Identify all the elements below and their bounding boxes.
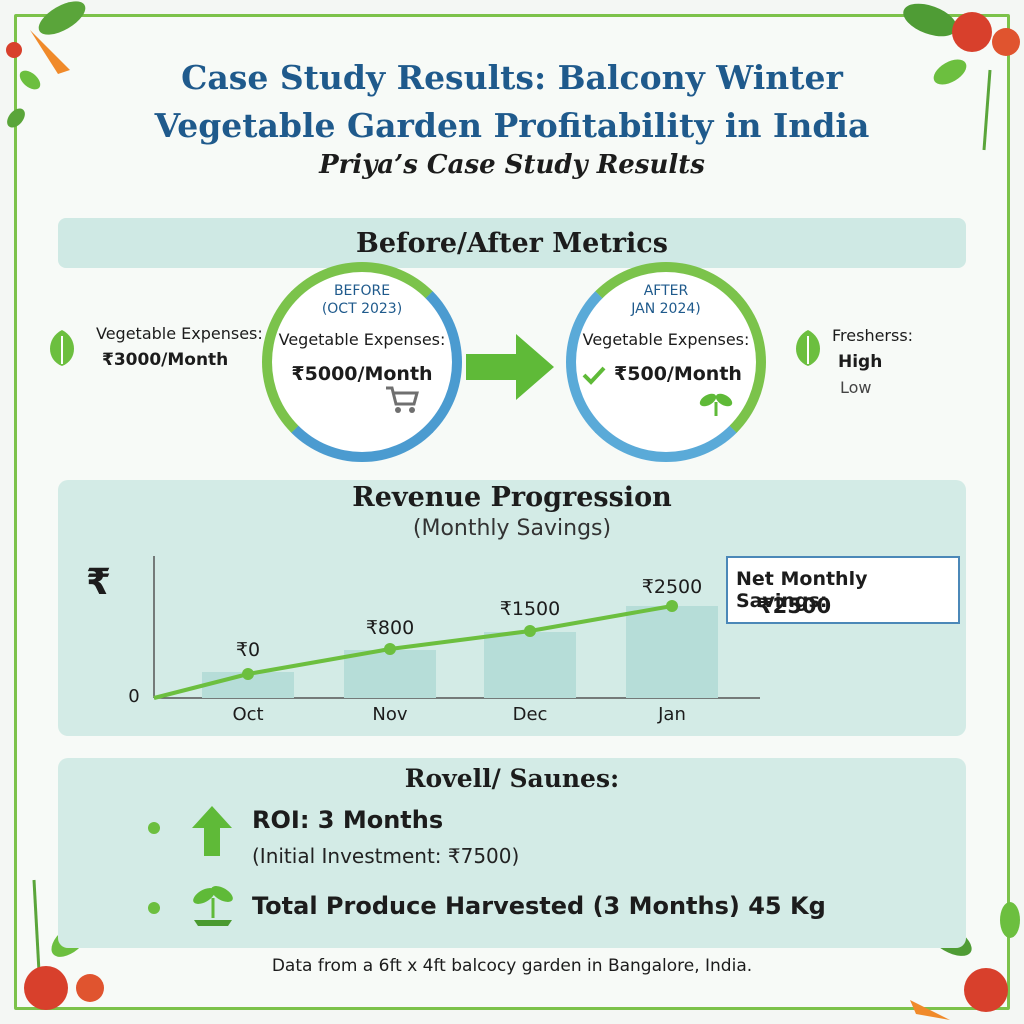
after-tag-text: AFTER: [643, 283, 689, 299]
freshness-label: Fresherss:: [832, 326, 914, 345]
chart-data-label: ₹1500: [500, 598, 560, 620]
chart-point: [242, 668, 254, 680]
before-tag-text: BEFORE: [333, 283, 391, 299]
page-title: Case Study Results: Balcony Winter Veget…: [0, 54, 1024, 150]
chart-data-label: ₹2500: [642, 576, 702, 598]
sprout-icon: [699, 393, 733, 416]
after-expense-row: ₹500/Month: [576, 363, 756, 385]
x-tick-label: Jan: [657, 704, 686, 725]
freshness-value: High: [838, 352, 883, 372]
x-tick-label: Oct: [232, 704, 263, 725]
produce-label: Total Produce Harvested (3 Months) 45 Kg: [252, 892, 826, 920]
up-arrow-icon: [192, 806, 232, 856]
left-expense-label: Vegetable Expenses:: [96, 324, 263, 343]
after-expense-label: Vegetable Expenses:: [582, 330, 750, 349]
results-title: Rovell/ Saunes:: [404, 764, 620, 793]
callout-value: ₹2500: [758, 594, 832, 618]
check-icon: [582, 366, 606, 385]
before-circle: BEFORE (OCT 2023) Vegetable Expenses: ₹5…: [262, 262, 462, 462]
roi-note: (Initial Investment: ₹7500): [252, 844, 520, 868]
x-tick-label: Nov: [372, 704, 407, 725]
sprout-icon: [193, 886, 233, 926]
chart-bar: [484, 632, 576, 698]
chart-point: [524, 625, 536, 637]
before-expense-value: ₹5000/Month: [291, 363, 433, 385]
chart-data-label: ₹0: [236, 639, 260, 661]
right-arrow-icon: [466, 334, 554, 400]
bullet-dot: [148, 902, 160, 914]
metrics-header-band: Before/After Metrics: [58, 218, 966, 268]
before-tag: BEFORE (OCT 2023): [272, 282, 452, 318]
page-subtitle: Priya’s Case Study Results: [319, 150, 705, 180]
bullet-dot: [148, 822, 160, 834]
vegetable-decoration-icon: [6, 1, 86, 128]
callout-title: Net Monthly Savings:: [736, 568, 868, 612]
chart-title: Revenue Progression: [352, 482, 672, 513]
before-expense-label: Vegetable Expenses:: [278, 330, 446, 349]
x-tick-label: Dec: [513, 704, 548, 725]
revenue-chart: ₹ ₹0 ₹800 ₹1500 ₹2500 Oct Nov Dec Jan 0: [86, 556, 760, 725]
shopping-cart-icon: [386, 386, 419, 413]
chart-bar: [344, 650, 436, 698]
after-expense-value: ₹500/Month: [614, 363, 742, 385]
chart-point: [384, 643, 396, 655]
chart-data-label: ₹800: [366, 617, 414, 639]
leaf-icon: [796, 330, 820, 366]
roi-label: ROI: 3 Months: [252, 806, 444, 834]
tomato-decoration-icon: [903, 3, 1020, 151]
left-expense-value: ₹3000/Month: [102, 350, 229, 370]
after-tag: AFTER JAN 2024): [576, 282, 756, 318]
chart-subtitle: (Monthly Savings): [412, 516, 612, 541]
y-axis-symbol: ₹: [86, 562, 111, 603]
chart-point: [666, 600, 678, 612]
chart-bar: [626, 606, 718, 698]
savings-callout: Net Monthly Savings: ₹2500: [726, 556, 960, 624]
y-tick-label: 0: [128, 686, 139, 707]
metrics-section-title: Before/After Metrics: [356, 228, 668, 259]
before-period: (OCT 2023): [321, 301, 403, 317]
title-line-2: Vegetable Garden Profitability in India: [154, 106, 870, 145]
leaf-icon: [50, 330, 74, 366]
footer-note: Data from a 6ft x 4ft balcocy garden in …: [271, 956, 753, 976]
freshness-subvalue: Low: [840, 378, 872, 397]
title-line-1: Case Study Results: Balcony Winter: [181, 58, 843, 97]
after-circle: AFTER JAN 2024) Vegetable Expenses: ₹500…: [566, 262, 766, 462]
after-period: JAN 2024): [631, 301, 701, 317]
